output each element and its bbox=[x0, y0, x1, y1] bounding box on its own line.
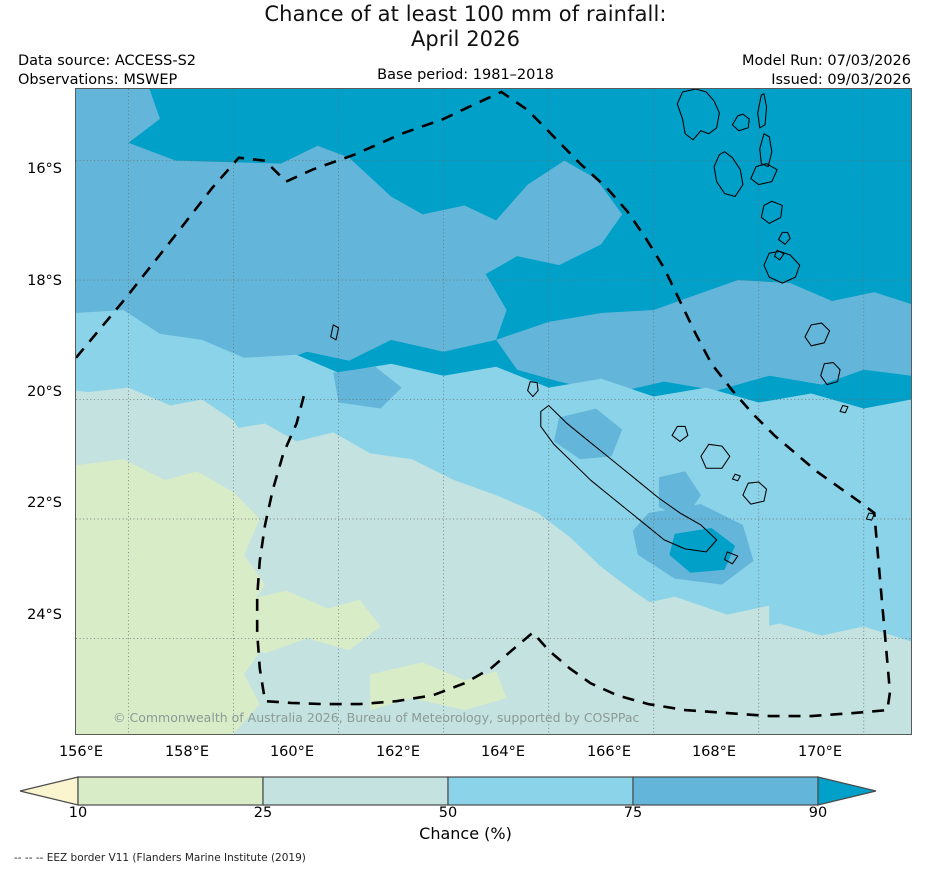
colorbar-cap-low bbox=[19, 776, 79, 806]
x-tick-0: 156°E bbox=[58, 744, 104, 760]
colorbar-tick-90: 90 bbox=[808, 805, 828, 821]
coastline bbox=[731, 473, 741, 482]
metadata-right: Model Run: 07/03/2026 Issued: 09/03/2026 bbox=[742, 52, 911, 89]
map-raster bbox=[76, 89, 911, 734]
probability-region bbox=[553, 408, 623, 460]
coastline bbox=[760, 200, 783, 224]
probability-region bbox=[76, 89, 623, 376]
coastline bbox=[330, 324, 340, 341]
x-tick-6: 168°E bbox=[691, 744, 737, 760]
coastline bbox=[778, 231, 791, 245]
data-source-label: Data source: ACCESS-S2 bbox=[18, 53, 197, 69]
coastline bbox=[865, 512, 875, 521]
eez-border-footnote: -- -- -- EEZ border V11 (Flanders Marine… bbox=[14, 852, 306, 864]
coastline bbox=[763, 250, 801, 284]
probability-region bbox=[233, 590, 381, 654]
colorbar-band bbox=[262, 776, 449, 806]
coastline bbox=[731, 113, 750, 132]
coastline bbox=[671, 425, 689, 442]
colorbar-title: Chance (%) bbox=[419, 824, 512, 843]
x-tick-2: 160°E bbox=[269, 744, 315, 760]
x-tick-4: 164°E bbox=[480, 744, 526, 760]
x-tick-3: 162°E bbox=[375, 744, 421, 760]
probability-region bbox=[76, 459, 266, 734]
colorbar-band bbox=[447, 776, 634, 806]
colorbar-tick-25: 25 bbox=[253, 805, 273, 821]
observations-label: Observations: MSWEP bbox=[18, 71, 178, 88]
coastline bbox=[757, 93, 768, 129]
issued-label: Issued: 09/03/2026 bbox=[771, 71, 911, 88]
colorbar-band bbox=[77, 776, 264, 806]
coastline bbox=[804, 322, 831, 347]
x-tick-5: 166°E bbox=[586, 744, 632, 760]
colorbar-band bbox=[632, 776, 819, 806]
coastline bbox=[750, 163, 778, 186]
metadata-left: Data source: ACCESS-S2 Observations: MSW… bbox=[18, 52, 196, 89]
coastline bbox=[700, 443, 731, 469]
coastline bbox=[527, 381, 539, 398]
colorbar-swatches bbox=[19, 776, 877, 806]
base-period-label: Base period: 1981–2018 bbox=[377, 67, 554, 83]
y-tick-3: 22°S bbox=[27, 495, 62, 511]
colorbar-tick-50: 50 bbox=[438, 805, 458, 821]
colorbar-tick-10: 10 bbox=[68, 805, 88, 821]
coastline bbox=[713, 151, 744, 197]
probability-region bbox=[333, 366, 402, 409]
probability-region bbox=[517, 590, 770, 734]
page-title: Chance of at least 100 mm of rainfall: A… bbox=[0, 2, 931, 52]
coastline bbox=[742, 481, 768, 505]
colorbar-tick-75: 75 bbox=[623, 805, 643, 821]
probability-region bbox=[370, 662, 507, 711]
title-line-1: Chance of at least 100 mm of rainfall: bbox=[264, 2, 667, 26]
coastline bbox=[724, 551, 739, 565]
title-line-2: April 2026 bbox=[410, 26, 521, 51]
model-run-label: Model Run: 07/03/2026 bbox=[741, 53, 911, 69]
y-tick-1: 18°S bbox=[27, 273, 62, 289]
colorbar-cap-high bbox=[817, 776, 877, 806]
y-tick-4: 24°S bbox=[27, 607, 62, 623]
latitude-axis: 16°S 18°S 20°S 22°S 24°S bbox=[0, 0, 70, 873]
rainfall-probability-map[interactable]: © Commonwealth of Australia 2026, Bureau… bbox=[75, 88, 912, 735]
coastline bbox=[676, 89, 720, 141]
coastline bbox=[759, 133, 773, 168]
coastline bbox=[839, 404, 849, 414]
y-tick-2: 20°S bbox=[27, 384, 62, 400]
colorbar bbox=[0, 773, 931, 873]
probability-region bbox=[669, 527, 736, 573]
x-tick-7: 170°E bbox=[797, 744, 843, 760]
coastline bbox=[820, 362, 841, 386]
coastline bbox=[540, 404, 718, 553]
y-tick-0: 16°S bbox=[27, 161, 62, 177]
probability-region bbox=[76, 387, 255, 478]
probability-region bbox=[496, 280, 911, 394]
x-tick-1: 158°E bbox=[164, 744, 210, 760]
